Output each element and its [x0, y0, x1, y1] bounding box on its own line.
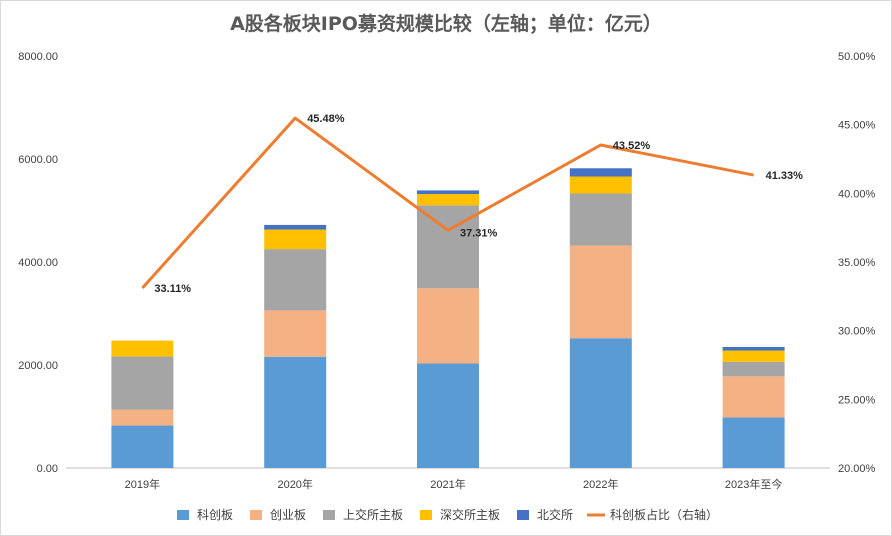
category-axis: 2019年 2020年 2021年 2022年 2023年至今: [125, 477, 783, 491]
right-tick-label: 50.00%: [838, 51, 876, 63]
bar-segment: [264, 310, 327, 357]
legend-swatch: [176, 510, 189, 520]
bar-segment: [722, 361, 785, 377]
legend-label: 科创板占比（右轴）: [610, 507, 718, 522]
legend-label: 深交所主板: [440, 507, 500, 522]
legend: 科创板 创业板 上交所主板 深交所主板 北交所 科创板占比（右轴）: [176, 507, 718, 522]
bar-segment: [722, 346, 785, 351]
right-tick-label: 20.00%: [838, 463, 876, 475]
category-label: 2022年: [583, 477, 618, 491]
bar-segment: [722, 350, 785, 362]
bar-segment: [722, 376, 785, 418]
bar-segment: [569, 193, 632, 246]
right-tick-label: 45.00%: [838, 120, 876, 132]
legend-swatch: [249, 510, 262, 520]
left-tick-label: 6000.00: [18, 154, 58, 166]
category-label: 2023年至今: [725, 477, 782, 491]
bar-segment: [569, 176, 632, 194]
bar-segment: [264, 356, 327, 468]
right-tick-label: 40.00%: [838, 188, 876, 200]
category-label: 2019年: [125, 477, 160, 491]
bar-segment: [569, 245, 632, 339]
legend-label: 上交所主板: [343, 507, 403, 522]
line-data-label: 43.52%: [613, 140, 651, 152]
left-tick-label: 0.00: [37, 463, 58, 475]
bar-segment: [417, 363, 479, 468]
bar-segment: [417, 288, 479, 364]
legend-label: 创业板: [270, 508, 306, 522]
bar-segment: [417, 190, 479, 195]
line-data-label: 33.11%: [154, 283, 191, 295]
bar-segment: [722, 417, 785, 468]
share-line: [141, 116, 754, 289]
left-tick-label: 8000.00: [18, 51, 58, 63]
right-tick-label: 35.00%: [838, 257, 876, 269]
line-data-label: 37.31%: [460, 227, 498, 239]
bar-segment: [569, 168, 632, 177]
legend-swatch: [517, 510, 530, 520]
bar-segment: [417, 194, 479, 206]
bar-segment: [264, 249, 327, 311]
left-axis: 0.00 2000.00 4000.00 6000.00 8000.00: [18, 51, 58, 475]
line-series: 33.11% 45.48% 37.31% 43.52% 41.33%: [141, 113, 804, 295]
bar-series: [111, 168, 785, 468]
right-axis: 20.00% 25.00% 30.00% 35.00% 40.00% 45.00% 50.0…: [838, 51, 876, 475]
bar-segment: [264, 224, 327, 230]
left-tick-label: 2000.00: [18, 360, 58, 372]
legend-swatch: [322, 510, 335, 520]
chart-title: A股各板块IPO募资规模比较（左轴；单位：亿元）: [230, 12, 662, 35]
category-label: 2021年: [430, 477, 465, 491]
legend-swatch: [419, 510, 432, 520]
line-data-label: 45.48%: [307, 113, 345, 125]
bar-segment: [111, 340, 174, 357]
legend-label: 北交所: [537, 507, 573, 522]
legend-label: 科创板: [197, 508, 233, 522]
right-tick-label: 30.00%: [838, 326, 876, 338]
left-tick-label: 4000.00: [18, 257, 58, 269]
bar-segment: [111, 409, 174, 426]
line-data-label: 41.33%: [766, 170, 804, 182]
bar-segment: [264, 229, 327, 250]
category-label: 2020年: [277, 477, 312, 491]
right-tick-label: 25.00%: [838, 394, 876, 406]
bar-segment: [111, 425, 174, 468]
bar-segment: [111, 356, 174, 410]
bar-segment: [569, 338, 632, 468]
